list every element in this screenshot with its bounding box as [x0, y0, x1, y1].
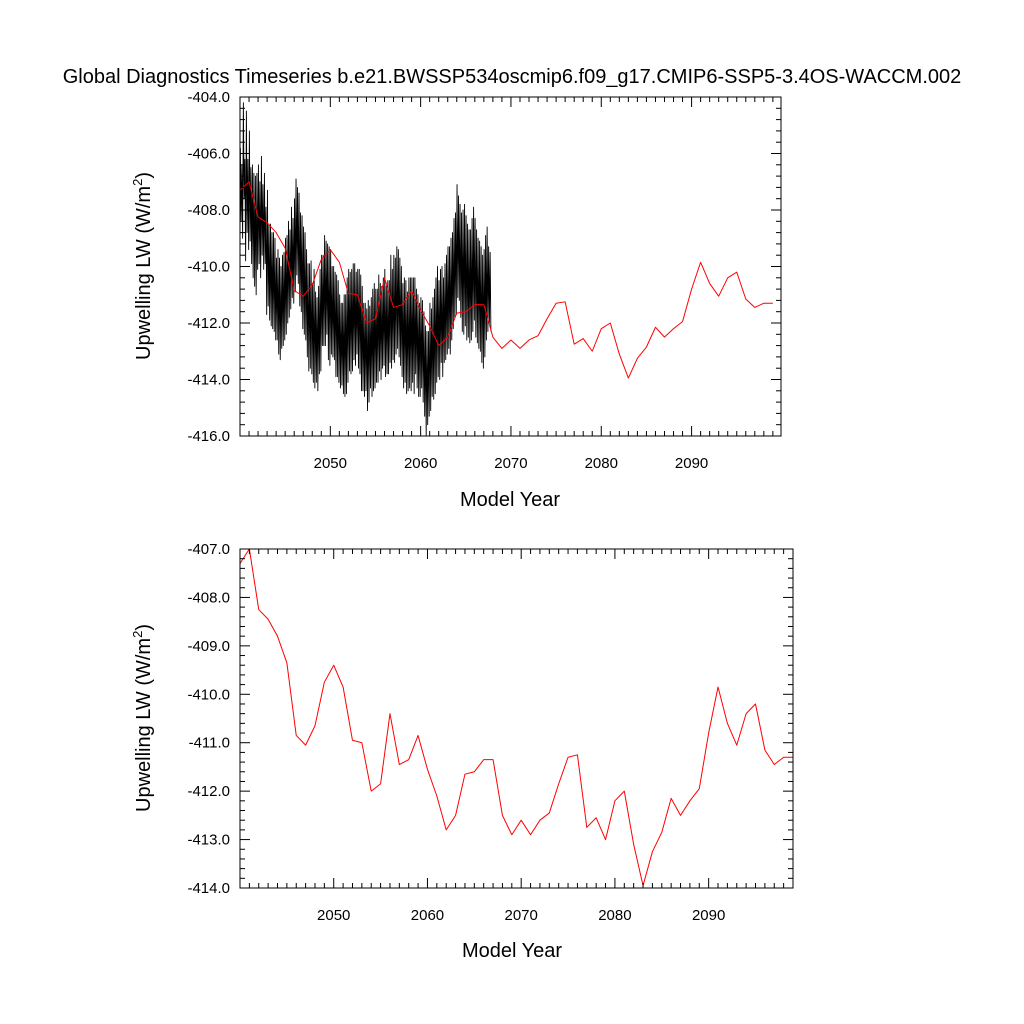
top-x-tick-label: 2050	[314, 455, 347, 472]
bottom-y-tick-label: -407.0	[187, 541, 230, 558]
bottom-x-tick-label: 2060	[411, 907, 444, 924]
top-series-line-monthly	[239, 102, 492, 437]
top-y-tick-label: -408.0	[187, 202, 230, 219]
bottom-y-tick-label: -410.0	[187, 686, 230, 703]
bottom-annual-series	[239, 548, 793, 887]
bottom-y-axis-title: Upwelling LW (W/m2)	[130, 624, 155, 812]
bottom-y-tick-label: -409.0	[187, 638, 230, 655]
top-y-tick-label: -412.0	[187, 315, 230, 332]
top-y-tick-label: -406.0	[187, 146, 230, 163]
bottom-x-ticks: 2050 2060 2070 2080 2090	[248, 549, 794, 924]
bottom-panel: 2050 2060 2070 2080 2090 -407.0-408.0-409.0-…	[130, 541, 794, 962]
bottom-x-tick-label: 2070	[504, 907, 537, 924]
bottom-y-tick-label: -413.0	[187, 832, 230, 849]
bottom-y-axis-title-tail: )	[133, 624, 155, 631]
top-panel: 2050 2060 2070 2080 2090 -404.0-406.0-408.0-…	[130, 89, 782, 511]
top-y-ticks: -404.0 -406.0 -408.0 -410.0 -412.0 -414.0 -416…	[187, 89, 781, 445]
bottom-y-tick-label: -412.0	[187, 783, 230, 800]
top-y-tick-label: -404.0	[187, 89, 230, 106]
top-x-axis-title: Model Year	[460, 489, 560, 511]
bottom-series-line-annual-mean	[239, 548, 793, 887]
top-y-tick-label: -416.0	[187, 428, 230, 445]
bottom-x-tick-label: 2050	[317, 907, 350, 924]
top-y-axis-title: Upwelling LW (W/m2)	[130, 172, 155, 360]
top-x-ticks: 2050 2060 2070 2080 2090	[248, 97, 774, 472]
top-x-tick-label: 2090	[675, 455, 708, 472]
top-x-tick-label: 2080	[585, 455, 618, 472]
bottom-y-tick-label: -414.0	[187, 880, 230, 897]
top-series-line-annual-mean	[239, 181, 773, 379]
top-x-tick-label: 2060	[404, 455, 437, 472]
top-annual-series	[239, 181, 773, 379]
bottom-y-tick-label: -408.0	[187, 589, 230, 606]
bottom-y-ticks: -407.0 -408.0 -409.0 -410.0 -411.0 -412.0 -413…	[187, 541, 793, 897]
top-x-tick-label: 2070	[494, 455, 527, 472]
top-y-axis-title-main: Upwelling LW (W/m	[133, 186, 155, 360]
top-y-tick-label: -410.0	[187, 259, 230, 276]
bottom-plot-frame	[239, 548, 794, 889]
top-y-axis-title-tail: )	[133, 172, 155, 179]
main-title: Global Diagnostics Timeseries b.e21.BWSS…	[63, 66, 962, 88]
top-y-axis-title-sup: 2	[130, 179, 145, 186]
top-y-tick-label: -414.0	[187, 372, 230, 389]
bottom-x-axis-title: Model Year	[462, 940, 562, 962]
bottom-y-tick-label: -411.0	[189, 735, 230, 752]
bottom-y-axis-title-main: Upwelling LW (W/m	[133, 638, 155, 812]
top-monthly-series	[239, 102, 492, 437]
bottom-x-tick-label: 2090	[692, 907, 725, 924]
bottom-y-axis-title-sup: 2	[130, 631, 145, 638]
bottom-x-tick-label: 2080	[598, 907, 631, 924]
